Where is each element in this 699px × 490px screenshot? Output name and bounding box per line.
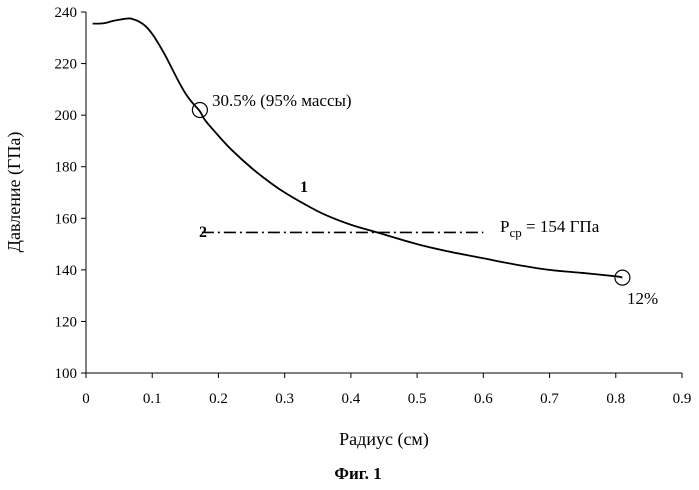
- y-tick-label: 220: [55, 57, 78, 73]
- x-tick-label: 0.8: [606, 391, 625, 407]
- x-tick-label: 0: [82, 391, 90, 407]
- x-tick-label: 0.5: [408, 391, 427, 407]
- y-tick-label: 100: [55, 366, 78, 382]
- x-axis-title: Радиус (см): [339, 429, 429, 450]
- y-tick-label: 240: [55, 5, 78, 21]
- marker-label-30-5: 30.5% (95% массы): [212, 91, 352, 110]
- pressure-annotation-p: P: [500, 217, 509, 236]
- marker-circle-12: [614, 269, 631, 286]
- y-tick-label: 160: [55, 211, 78, 227]
- curve-label-2: 2: [199, 224, 207, 241]
- pressure-annotation-sub: ср: [509, 225, 521, 240]
- x-tick-label: 0.1: [143, 391, 162, 407]
- marker-circle-30-5: [191, 101, 209, 119]
- y-ticks: 100 120 140 160 180 200 220 240: [55, 5, 86, 382]
- pressure-annotation-value: = 154 ГПа: [522, 217, 600, 236]
- x-tick-label: 0.2: [209, 391, 228, 407]
- x-ticks: 0 0.1 0.2 0.3 0.4 0.5 0.6 0.7 0.8 0.9: [82, 373, 691, 407]
- y-tick-label: 200: [55, 108, 78, 124]
- figure-caption: Фиг. 1: [334, 464, 381, 483]
- curve-label-1: 1: [300, 179, 308, 196]
- y-tick-label: 140: [55, 263, 78, 279]
- x-tick-label: 0.3: [275, 391, 294, 407]
- x-tick-label: 0.7: [540, 391, 559, 407]
- x-tick-label: 0.9: [673, 391, 692, 407]
- y-axis-title: Давление (ГПа): [4, 132, 25, 253]
- y-tick-label: 120: [55, 314, 78, 330]
- marker-label-12: 12%: [627, 289, 658, 308]
- y-tick-label: 180: [55, 160, 78, 176]
- x-tick-label: 0.4: [342, 391, 361, 407]
- x-tick-label: 0.6: [474, 391, 493, 407]
- pressure-annotation: Pср = 154 ГПа: [500, 217, 600, 240]
- series-curve-1: [92, 17, 623, 279]
